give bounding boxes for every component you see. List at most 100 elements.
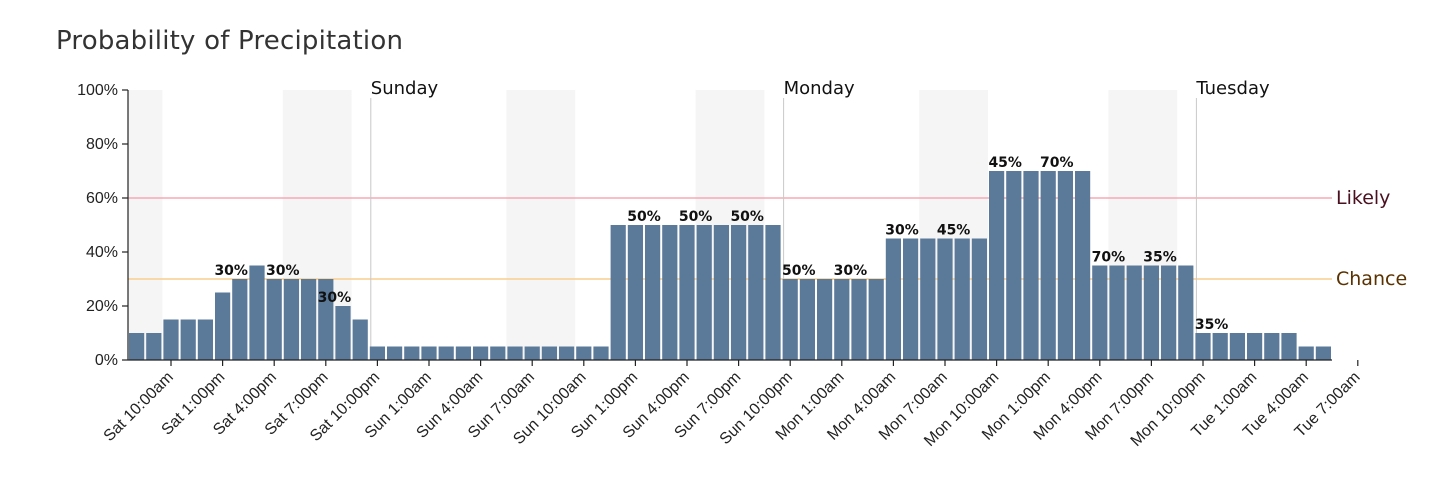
- data-label: 30%: [834, 263, 868, 279]
- bar: [1298, 346, 1314, 360]
- bar: [541, 346, 557, 360]
- bar: [696, 225, 712, 360]
- bar: [903, 238, 919, 360]
- bar: [713, 225, 729, 360]
- bar: [920, 238, 936, 360]
- bar: [507, 346, 523, 360]
- bar: [1281, 333, 1297, 360]
- bar: [266, 279, 282, 360]
- bar: [799, 279, 815, 360]
- bar: [971, 238, 987, 360]
- data-label: 30%: [318, 290, 352, 306]
- day-label: Sunday: [371, 78, 439, 99]
- bar: [662, 225, 678, 360]
- bar: [610, 225, 626, 360]
- y-tick-label: 0%: [95, 352, 118, 369]
- day-marker-lines: Sunday Monday Tuesday: [370, 78, 1270, 360]
- bar: [369, 346, 385, 360]
- bar: [834, 279, 850, 360]
- bar: [387, 346, 403, 360]
- bar: [1023, 171, 1039, 360]
- data-label: 35%: [1143, 250, 1177, 266]
- bar: [748, 225, 764, 360]
- bar: [559, 346, 575, 360]
- bar: [283, 279, 299, 360]
- bar: [576, 346, 592, 360]
- bar: [954, 238, 970, 360]
- bar: [851, 279, 867, 360]
- bar: [782, 279, 798, 360]
- bar: [1006, 171, 1022, 360]
- threshold-label: Chance: [1336, 268, 1407, 290]
- bar: [1126, 265, 1142, 360]
- bar: [1040, 171, 1056, 360]
- bar: [817, 279, 833, 360]
- bar: [180, 319, 196, 360]
- bar: [627, 225, 643, 360]
- bar: [731, 225, 747, 360]
- bar: [1178, 265, 1194, 360]
- threshold-labels: Likely Chance: [1336, 187, 1407, 290]
- bar: [868, 279, 884, 360]
- y-tick-label: 60%: [86, 190, 118, 207]
- bar: [1057, 171, 1073, 360]
- bar: [249, 265, 265, 360]
- bar: [989, 171, 1005, 360]
- data-label: 45%: [937, 223, 971, 239]
- bar: [1161, 265, 1177, 360]
- bar: [645, 225, 661, 360]
- y-tick-label: 80%: [86, 136, 118, 153]
- bar: [473, 346, 489, 360]
- bar: [215, 292, 231, 360]
- y-tick-label: 20%: [86, 298, 118, 315]
- bar: [1092, 265, 1108, 360]
- bar: [301, 279, 317, 360]
- bar: [197, 319, 213, 360]
- data-label: 70%: [1040, 155, 1074, 171]
- data-label: 30%: [266, 263, 300, 279]
- bar: [232, 279, 248, 360]
- bar: [593, 346, 609, 360]
- data-label: 50%: [679, 209, 713, 225]
- bar: [438, 346, 454, 360]
- y-tick-label: 100%: [77, 82, 118, 99]
- bar: [129, 333, 145, 360]
- bar: [885, 238, 901, 360]
- day-label: Monday: [784, 78, 855, 99]
- y-tick-label: 40%: [86, 244, 118, 261]
- chart-title: Probability of Precipitation: [56, 26, 404, 56]
- night-band: [506, 90, 576, 360]
- bar: [318, 279, 334, 360]
- data-label: 70%: [1092, 250, 1126, 266]
- threshold-label: Likely: [1336, 187, 1390, 209]
- bar: [1075, 171, 1091, 360]
- day-label: Tuesday: [1195, 78, 1270, 99]
- data-label: 50%: [627, 209, 661, 225]
- bar: [335, 306, 351, 360]
- data-label: 50%: [730, 209, 764, 225]
- bar: [404, 346, 420, 360]
- bar: [1143, 265, 1159, 360]
- bar: [352, 319, 368, 360]
- bar: [679, 225, 695, 360]
- bar: [146, 333, 162, 360]
- data-label: 30%: [214, 263, 248, 279]
- bar: [765, 225, 781, 360]
- data-label: 50%: [782, 263, 816, 279]
- bar: [421, 346, 437, 360]
- bar: [490, 346, 506, 360]
- bar: [1212, 333, 1228, 360]
- bar: [455, 346, 471, 360]
- data-label: 35%: [1195, 317, 1229, 333]
- bar: [1229, 333, 1245, 360]
- bar: [937, 238, 953, 360]
- bar: [524, 346, 540, 360]
- night-band: [128, 90, 163, 360]
- data-label: 45%: [988, 155, 1022, 171]
- bar: [1109, 265, 1125, 360]
- bar: [1315, 346, 1331, 360]
- bar: [163, 319, 179, 360]
- bar: [1247, 333, 1263, 360]
- bar: [1264, 333, 1280, 360]
